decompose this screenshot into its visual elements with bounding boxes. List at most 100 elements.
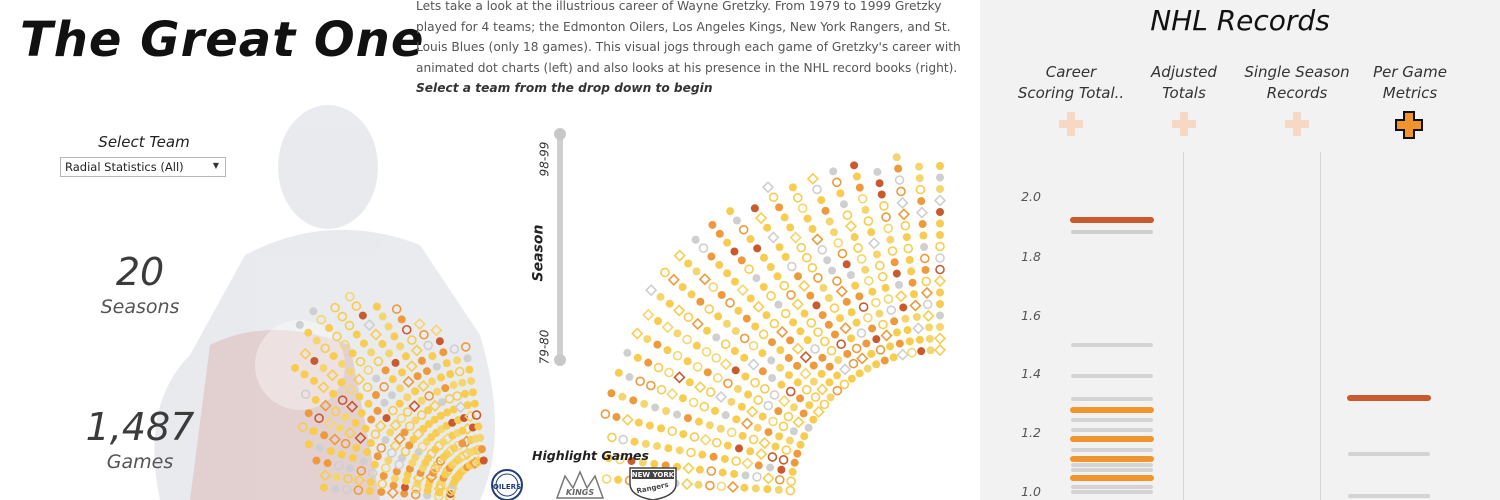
game-dot <box>631 327 644 340</box>
game-dot <box>656 292 665 301</box>
team-dropdown[interactable]: Radial Statistics (All) ▼ <box>60 157 226 177</box>
game-dot <box>716 481 727 492</box>
player-photo <box>154 105 495 500</box>
game-dot <box>799 367 812 380</box>
game-dot <box>741 457 754 470</box>
game-dot <box>727 397 736 406</box>
game-dot <box>675 446 684 455</box>
tab-per-game-line1: Per Game <box>1373 63 1447 81</box>
game-dot <box>919 231 928 240</box>
game-dot <box>925 334 934 343</box>
game-dot <box>692 361 703 372</box>
game-dot <box>477 445 486 454</box>
game-dot <box>684 259 693 268</box>
game-dot <box>746 235 755 244</box>
game-dot <box>441 384 450 393</box>
season-slider-handle-start[interactable] <box>554 354 566 366</box>
oilers-logo-button[interactable]: OILERS <box>490 468 524 500</box>
game-dot <box>390 332 399 341</box>
game-dot <box>774 300 783 309</box>
game-dot <box>467 376 476 385</box>
tab-per-game[interactable]: Per Game Metrics <box>1345 62 1475 104</box>
game-dot <box>381 436 390 445</box>
game-dot <box>334 460 344 471</box>
game-dot <box>704 304 715 314</box>
plus-icon[interactable] <box>1170 110 1198 138</box>
game-dot <box>312 336 321 345</box>
game-dot <box>786 223 795 232</box>
season-slider-track[interactable] <box>557 133 563 361</box>
game-dot <box>748 434 759 445</box>
game-dot <box>328 433 341 446</box>
game-dot <box>741 471 750 480</box>
game-dot <box>832 385 843 396</box>
game-dot <box>768 374 777 383</box>
game-dot <box>879 201 889 211</box>
game-dot <box>411 387 420 396</box>
game-dot <box>709 452 718 461</box>
game-dot <box>764 428 773 437</box>
game-dot <box>894 164 903 173</box>
plus-icon-active[interactable] <box>1394 110 1424 140</box>
game-dot <box>896 348 909 361</box>
game-dot <box>351 301 362 311</box>
game-dot <box>740 483 749 492</box>
game-dot <box>348 453 357 462</box>
game-dot <box>419 329 429 340</box>
game-dot <box>625 373 634 382</box>
game-dot <box>371 391 380 400</box>
game-dot <box>751 322 760 331</box>
game-dot <box>411 416 420 425</box>
game-dot <box>416 410 427 420</box>
game-dot <box>297 422 308 432</box>
game-dot <box>400 428 409 437</box>
game-dot <box>873 167 882 176</box>
game-dot <box>711 437 722 448</box>
game-dot <box>875 309 884 318</box>
game-dot <box>883 294 894 304</box>
plus-icon[interactable] <box>1283 110 1311 138</box>
game-dot <box>887 246 898 256</box>
game-dot <box>730 277 739 286</box>
game-dot <box>319 364 328 373</box>
game-dot <box>731 456 741 466</box>
team-dropdown-value: Radial Statistics (All) <box>65 160 184 174</box>
description: Lets take a look at the illustrious care… <box>416 0 966 99</box>
plus-icon[interactable] <box>1057 110 1085 138</box>
game-dot <box>361 424 370 433</box>
game-dot <box>295 320 304 329</box>
game-dot <box>410 344 423 357</box>
game-dot <box>850 233 859 242</box>
game-dot <box>868 237 881 250</box>
kings-logo-button[interactable]: KINGS <box>555 468 605 500</box>
game-dot <box>778 455 789 465</box>
game-dot <box>793 361 802 370</box>
tab-per-game-line2: Metrics <box>1382 84 1438 102</box>
tab-adjusted-totals[interactable]: Adjusted Totals <box>1119 62 1249 104</box>
game-dot <box>316 314 327 325</box>
game-dot <box>417 379 430 393</box>
game-dot <box>936 311 944 320</box>
game-dot <box>452 391 462 401</box>
game-dot <box>340 438 351 449</box>
game-dot <box>936 208 944 216</box>
game-dot <box>417 396 426 405</box>
game-dot <box>454 416 463 425</box>
tab-career-scoring[interactable]: Career Scoring Total.. <box>1006 62 1136 104</box>
rangers-logo-button[interactable]: NEW YORK Rangers <box>628 466 678 500</box>
season-slider-handle-end[interactable] <box>554 128 566 140</box>
game-dot <box>917 347 926 356</box>
game-dot <box>402 407 413 417</box>
game-dot <box>337 378 346 387</box>
game-dot <box>750 377 760 388</box>
game-dot <box>387 391 396 400</box>
game-dot <box>614 368 623 377</box>
game-dot <box>694 381 707 394</box>
game-dot <box>348 349 357 358</box>
game-dot <box>309 307 318 316</box>
game-dot <box>921 265 930 274</box>
tab-single-season[interactable]: Single Season Records <box>1232 62 1362 104</box>
game-dot <box>618 434 629 445</box>
game-dot <box>763 400 774 411</box>
game-dot <box>921 276 932 287</box>
